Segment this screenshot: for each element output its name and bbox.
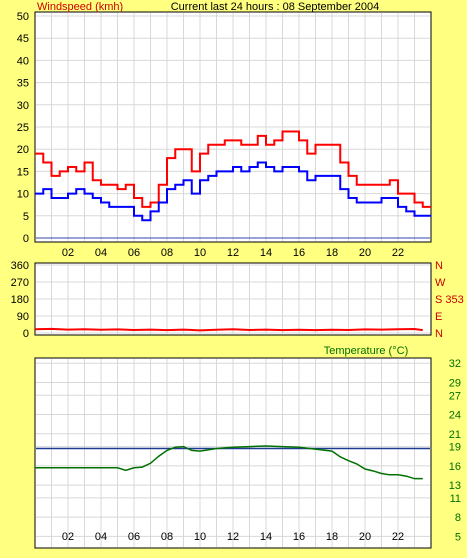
temperature-y-tick-label: 24 xyxy=(449,410,461,422)
temperature-x-tick-label: 16 xyxy=(293,531,305,543)
temperature-x-tick-label: 10 xyxy=(194,531,206,543)
wind-y-tick-label: 15 xyxy=(17,166,29,178)
temperature-x-tick-label: 06 xyxy=(128,531,140,543)
wind-x-tick-label: 02 xyxy=(62,247,74,259)
temperature-title: Temperature (°C) xyxy=(324,345,408,357)
direction-compass-label: W xyxy=(435,277,446,289)
wind-series-line-average xyxy=(35,161,431,222)
wind-ylabel: Windspeed (kmh) xyxy=(37,1,123,13)
temperature-y-tick-label: 32 xyxy=(449,358,461,370)
direction-y-tick-label: 360 xyxy=(11,260,29,272)
wind-x-tick-label: 10 xyxy=(194,247,206,259)
temperature-y-tick-label: 13 xyxy=(449,480,461,492)
wind-x-tick-label: 06 xyxy=(128,247,140,259)
wind-x-tick-label: 18 xyxy=(326,247,338,259)
direction-y-tick-label: 90 xyxy=(17,311,29,323)
temperature-series-line xyxy=(35,445,423,480)
temperature-x-tick-label: 20 xyxy=(359,531,371,543)
direction-series-line xyxy=(34,327,423,332)
wind-y-tick-label: 40 xyxy=(17,55,29,67)
direction-y-tick-label: 180 xyxy=(11,294,29,306)
temperature-x-tick-label: 14 xyxy=(260,531,272,543)
temperature-x-tick-label: 22 xyxy=(392,531,404,543)
wind-x-tick-label: 20 xyxy=(359,247,371,259)
temperature-x-tick-label: 12 xyxy=(227,531,239,543)
temperature-y-tick-label: 21 xyxy=(449,429,461,441)
wind-y-tick-label: 50 xyxy=(17,11,29,23)
wind-y-tick-label: 30 xyxy=(17,100,29,112)
direction-y-tick-label: 270 xyxy=(11,277,29,289)
temperature-x-tick-label: 08 xyxy=(161,531,173,543)
wind-y-tick-label: 0 xyxy=(23,233,29,245)
wind-y-tick-label: 20 xyxy=(17,144,29,156)
wind-title: Current last 24 hours : 08 September 200… xyxy=(171,1,380,13)
temperature-x-tick-label: 18 xyxy=(326,531,338,543)
temperature-y-tick-label: 11 xyxy=(450,493,461,505)
wind-y-tick-label: 10 xyxy=(17,189,29,201)
wind-x-tick-label: 14 xyxy=(260,247,272,259)
temperature-y-tick-label: 19 xyxy=(449,442,461,454)
wind-y-tick-label: 25 xyxy=(17,122,29,134)
wind-x-tick-label: 12 xyxy=(227,247,239,259)
temperature-y-tick-label: 27 xyxy=(449,390,461,402)
direction-compass-label: N xyxy=(435,260,443,272)
wind-x-tick-label: 08 xyxy=(161,247,173,259)
temperature-x-tick-label: 04 xyxy=(95,531,107,543)
temperature-y-tick-label: 8 xyxy=(455,512,461,524)
temperature-y-tick-label: 16 xyxy=(449,461,461,473)
wind-y-tick-label: 45 xyxy=(17,33,29,45)
direction-compass-label: E xyxy=(435,311,442,323)
direction-compass-label: N xyxy=(435,328,443,340)
temperature-x-tick-label: 02 xyxy=(62,531,74,543)
temperature-y-tick-label: 29 xyxy=(449,377,461,389)
wind-x-tick-label: 22 xyxy=(392,247,404,259)
wind-x-tick-label: 16 xyxy=(293,247,305,259)
temperature-y-tick-label: 5 xyxy=(455,531,461,543)
direction-y-tick-label: 0 xyxy=(23,328,29,340)
wind-x-tick-label: 04 xyxy=(95,247,107,259)
wind-y-tick-label: 5 xyxy=(23,211,29,223)
wind-y-tick-label: 35 xyxy=(17,78,29,90)
wind-series-line-gust xyxy=(35,130,431,208)
direction-compass-label: S 353 xyxy=(435,294,464,306)
